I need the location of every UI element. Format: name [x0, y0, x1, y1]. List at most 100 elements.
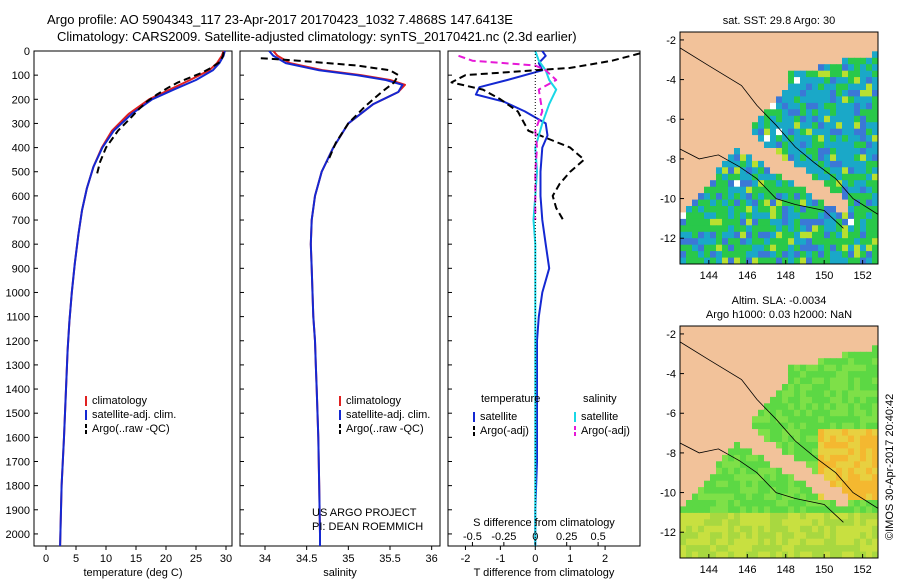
map-cell [794, 403, 801, 411]
map-cell [860, 154, 867, 162]
map-cell [776, 480, 783, 488]
map-cell [860, 160, 867, 168]
map-cell [848, 148, 855, 155]
map-cell [818, 199, 825, 207]
map-cell [830, 493, 837, 501]
map-cell [740, 238, 747, 246]
map-cell [734, 358, 741, 366]
map-cell [830, 32, 837, 39]
map-cell [872, 51, 878, 59]
map-cell [764, 199, 771, 207]
map-cell [764, 532, 771, 540]
map-cell [806, 218, 813, 226]
map-cell [818, 474, 825, 482]
map-cell [746, 442, 753, 449]
map-cell [854, 64, 861, 72]
map-cell [680, 487, 687, 494]
map-cell [860, 135, 867, 142]
map-cell [830, 206, 837, 213]
map-cell [698, 493, 705, 501]
map-cell [752, 70, 759, 78]
map-cell [818, 351, 825, 359]
map-cell [824, 351, 831, 359]
map-cell [782, 167, 789, 175]
map-cell [680, 257, 687, 264]
map-cell [680, 442, 687, 449]
map-cell [704, 212, 711, 220]
map-cell [728, 160, 735, 168]
map-cell [872, 199, 878, 207]
map-cell [836, 474, 843, 482]
map-cell [752, 461, 759, 469]
map-cell [680, 364, 687, 372]
map-cell [800, 212, 807, 220]
map-cell [704, 244, 711, 252]
map-cell [794, 173, 801, 181]
map-cell [800, 251, 807, 258]
map-cell [866, 38, 873, 46]
map-cell [830, 332, 837, 340]
map-cell [872, 422, 878, 430]
map-cell [740, 231, 747, 239]
map-cell [812, 538, 819, 546]
map-cell [848, 77, 855, 84]
legend-title-salinity: salinity [583, 393, 617, 405]
map-cell [818, 193, 825, 200]
map-cell [692, 390, 699, 398]
map-cell [788, 70, 795, 78]
map-field [680, 326, 878, 558]
map-cell [722, 44, 729, 52]
map-cell [734, 338, 741, 346]
map-cell [782, 173, 789, 181]
map-cell [806, 435, 813, 443]
map-cell [764, 390, 771, 398]
map-cell [812, 461, 819, 469]
map-cell [824, 57, 831, 65]
map-cell [812, 70, 819, 78]
map-cell [692, 461, 699, 469]
map-cell [872, 500, 878, 507]
map-cell [770, 377, 777, 385]
map-cell [818, 461, 825, 469]
map-cell [812, 467, 819, 475]
map-cell [680, 461, 687, 469]
map-cell [722, 448, 729, 456]
map-cell [854, 409, 861, 417]
map-cell [722, 206, 729, 213]
map-cell [746, 77, 753, 84]
map-cell [794, 186, 801, 194]
map-cell [860, 358, 867, 366]
map-cell [722, 122, 729, 130]
map-cell [812, 141, 819, 149]
map-cell [692, 77, 699, 84]
map-cell [752, 442, 759, 449]
map-cell [758, 506, 765, 514]
map-cell [776, 326, 783, 333]
map-cell [680, 384, 687, 391]
map-cell [734, 57, 741, 65]
map-cell [734, 186, 741, 194]
map-cell [752, 109, 759, 117]
map-cell [710, 532, 717, 540]
map-cell [728, 506, 735, 514]
map-cell [704, 238, 711, 246]
map-cell [692, 345, 699, 353]
map-cell [710, 351, 717, 359]
map-cell [728, 32, 735, 39]
map-cell [722, 384, 729, 391]
map-cell [794, 351, 801, 359]
x-tick-label: 15 [130, 553, 142, 565]
map-cell [872, 377, 878, 385]
map-cell [680, 173, 687, 181]
map-cell [716, 416, 723, 424]
map-cell [728, 442, 735, 449]
map-cell [776, 212, 783, 220]
s-tick-label: 0.25 [556, 531, 577, 543]
map-cell [812, 338, 819, 346]
map-cell [788, 409, 795, 417]
map-cell [860, 77, 867, 84]
map-cell [860, 442, 867, 449]
map-cell [722, 115, 729, 123]
map-cell [728, 135, 735, 142]
map-cell [800, 206, 807, 213]
